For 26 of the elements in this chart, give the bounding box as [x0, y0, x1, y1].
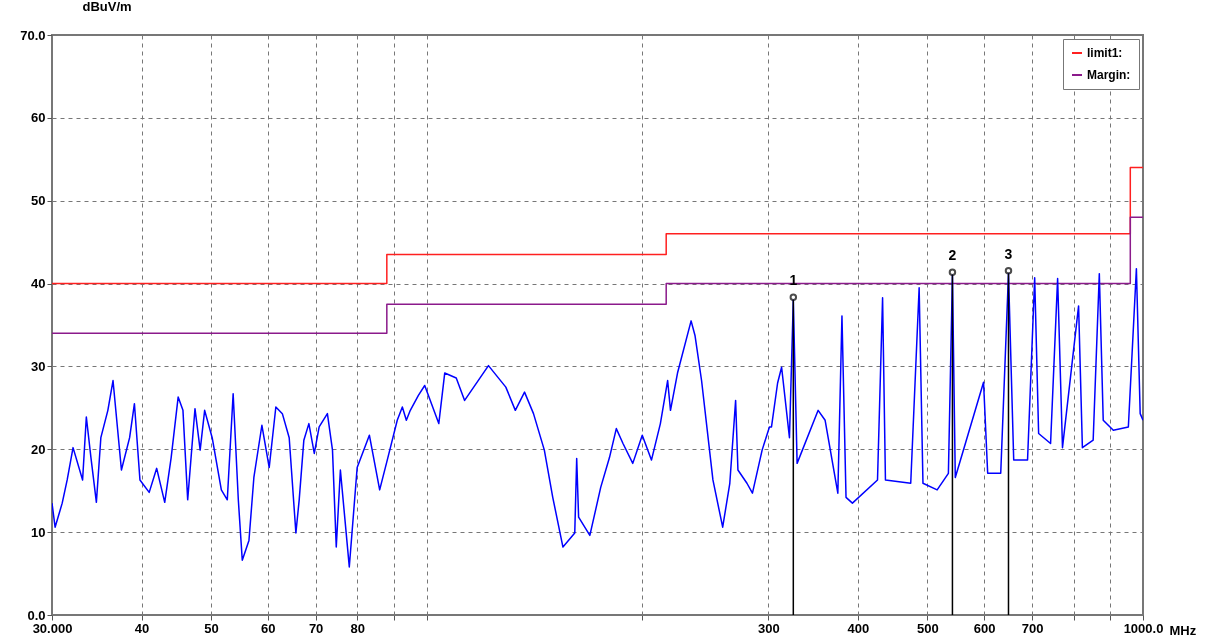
- x-tick-label: 500: [916, 620, 939, 636]
- y-tick-label: 70.0: [20, 27, 46, 43]
- y-tick-label: 30: [31, 358, 46, 374]
- y-tick-label: 10: [31, 524, 46, 540]
- legend-label: Margin:: [1087, 68, 1131, 82]
- y-tick-label: 20: [31, 441, 46, 457]
- x-tick-label: 400: [847, 620, 870, 636]
- y-tick-label: 50: [31, 193, 46, 209]
- x-tick-label: 60: [260, 620, 276, 636]
- x-axis-title: MHz: [1169, 622, 1197, 638]
- y-tick-label: 0.0: [27, 607, 46, 623]
- annotation: 2: [948, 247, 957, 264]
- x-tick-label: 600: [973, 620, 996, 636]
- x-tick-label: 300: [758, 620, 780, 636]
- x-tick-label: 80: [350, 620, 365, 636]
- y-tick-label: 60: [31, 110, 46, 126]
- y-axis-title: dBuV/m: [82, 0, 132, 14]
- legend-label: limit1:: [1087, 46, 1123, 60]
- x-tick-label: 70: [308, 620, 324, 636]
- x-tick-label: 700: [1021, 620, 1044, 636]
- annotation: 3: [1004, 245, 1013, 262]
- x-tick-label: 40: [134, 620, 150, 636]
- x-tick-label: 30.000: [32, 620, 73, 636]
- x-tick-label: 50: [204, 620, 219, 636]
- x-tick-label: 1000.0: [1123, 620, 1164, 636]
- y-tick-label: 40: [31, 276, 46, 292]
